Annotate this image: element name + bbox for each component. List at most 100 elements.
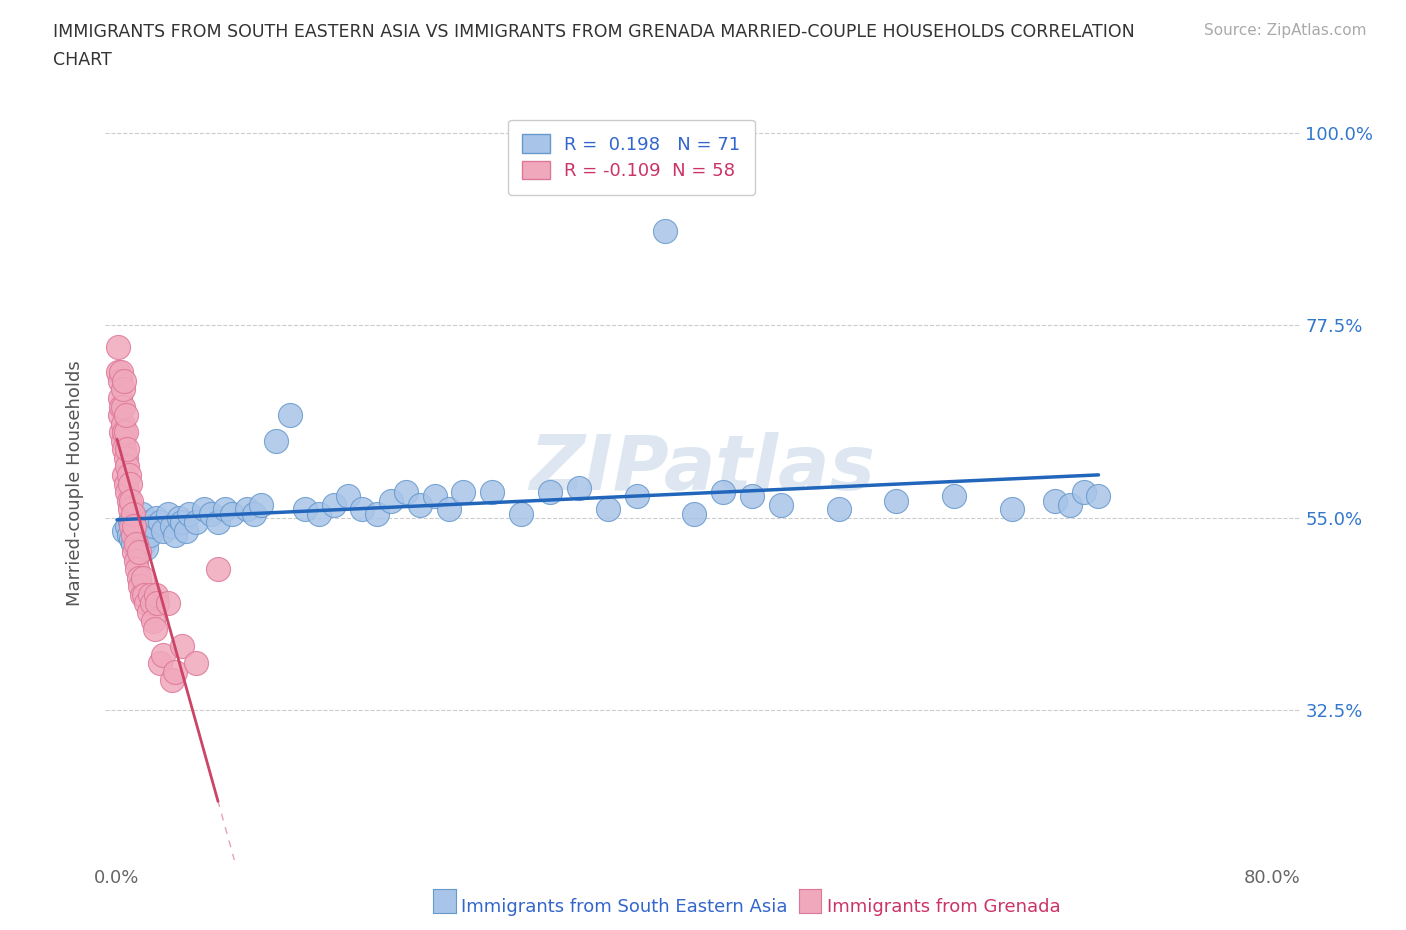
Point (139, 588, 162, 603)
Point (214, 502, 236, 517)
Y-axis label: Married-couple Households: Married-couple Households (66, 361, 84, 606)
Point (1087, 489, 1109, 504)
Point (142, 519, 165, 534)
Point (114, 407, 136, 422)
Point (112, 468, 135, 483)
Point (769, 498, 792, 512)
Point (160, 519, 183, 534)
Point (264, 433, 287, 448)
Point (117, 527, 139, 542)
Point (108, 374, 131, 389)
Point (110, 425, 132, 440)
Point (132, 536, 155, 551)
Point (134, 519, 156, 534)
Text: ZIPatlas: ZIPatlas (530, 432, 876, 506)
Point (118, 476, 141, 491)
Point (481, 485, 503, 499)
Point (250, 498, 273, 512)
Point (294, 502, 316, 517)
Point (170, 514, 193, 529)
Point (143, 621, 166, 636)
Text: Immigrants from Grenada: Immigrants from Grenada (827, 897, 1060, 916)
Point (142, 613, 165, 628)
Point (111, 433, 134, 448)
Point (193, 502, 215, 517)
Point (127, 562, 149, 577)
Point (152, 647, 174, 662)
Point (107, 365, 129, 379)
Point (163, 664, 186, 679)
Point (160, 673, 183, 688)
Point (596, 502, 619, 517)
Text: IMMIGRANTS FROM SOUTH EASTERN ASIA VS IMMIGRANTS FROM GRENADA MARRIED-COUPLE HOU: IMMIGRANTS FROM SOUTH EASTERN ASIA VS IM… (53, 23, 1135, 41)
Point (179, 506, 201, 521)
Point (112, 374, 135, 389)
Point (538, 485, 561, 499)
Point (122, 536, 145, 551)
Point (114, 425, 136, 440)
Point (152, 524, 174, 538)
Point (111, 382, 134, 397)
Point (243, 506, 266, 521)
Point (453, 485, 475, 499)
Point (827, 502, 849, 517)
Point (115, 459, 138, 474)
Point (125, 553, 148, 568)
Point (145, 511, 167, 525)
Point (236, 502, 259, 517)
Point (131, 506, 153, 521)
Point (115, 485, 138, 499)
Point (1073, 485, 1095, 499)
Point (510, 506, 533, 521)
Point (943, 489, 966, 504)
Point (110, 365, 132, 379)
Point (129, 532, 152, 547)
Point (200, 506, 222, 521)
Point (114, 476, 136, 491)
Point (380, 493, 402, 508)
Point (124, 519, 146, 534)
Point (118, 502, 141, 517)
Point (115, 442, 138, 457)
Text: Source: ZipAtlas.com: Source: ZipAtlas.com (1204, 23, 1367, 38)
Point (654, 223, 676, 238)
Point (114, 450, 136, 465)
Point (156, 506, 179, 521)
Point (128, 545, 150, 560)
Point (626, 489, 648, 504)
Point (120, 519, 142, 534)
Point (110, 399, 132, 414)
Point (163, 527, 186, 542)
Point (278, 407, 301, 422)
Point (120, 511, 142, 525)
Point (138, 514, 160, 529)
Point (108, 391, 131, 405)
Point (207, 562, 229, 577)
Point (186, 514, 208, 529)
Point (129, 578, 152, 593)
Point (138, 604, 160, 619)
Point (207, 514, 229, 529)
Point (683, 506, 706, 521)
Point (167, 511, 190, 525)
Point (135, 596, 157, 611)
Point (135, 540, 157, 555)
Point (146, 596, 169, 611)
Point (124, 519, 146, 534)
Point (711, 485, 734, 499)
Point (221, 506, 243, 521)
Point (111, 417, 134, 432)
Point (139, 527, 162, 542)
Point (131, 588, 153, 603)
Point (127, 514, 149, 529)
Point (122, 506, 145, 521)
Point (141, 596, 163, 611)
Point (134, 588, 156, 603)
Point (409, 498, 432, 512)
Point (120, 493, 142, 508)
Point (125, 527, 148, 542)
Point (145, 588, 167, 603)
Legend: R =  0.198   N = 71, R = -0.109  N = 58: R = 0.198 N = 71, R = -0.109 N = 58 (508, 120, 755, 194)
Point (1059, 498, 1081, 512)
Point (437, 502, 460, 517)
